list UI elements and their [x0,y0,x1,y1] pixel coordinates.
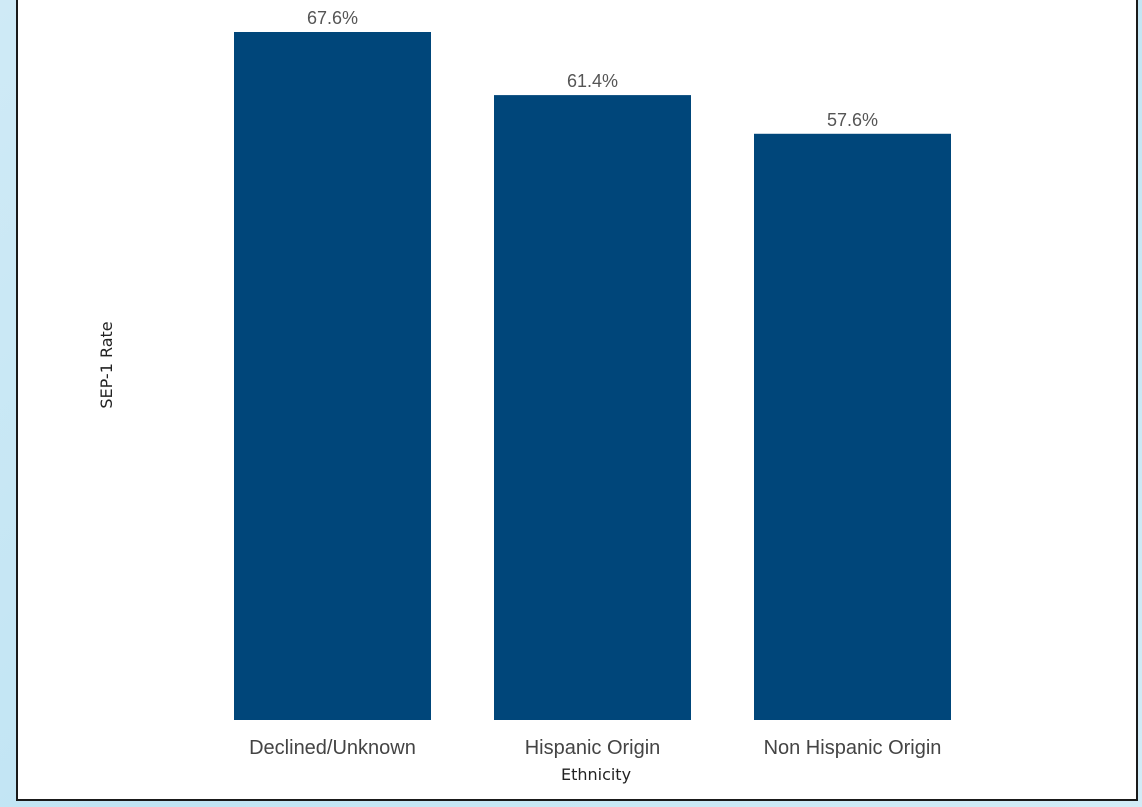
data-label-2: 57.6% [827,110,878,130]
bars-layer [234,32,951,721]
data-label-0: 67.6% [307,8,358,28]
x-tick-labels-layer: Declined/Unknown Hispanic Origin Non Hispa… [249,737,941,759]
bar-2 [754,133,951,720]
y-axis-title: SEP-1 Rate [97,321,116,408]
data-label-1: 61.4% [567,71,618,91]
x-tick-label-0: Declined/Unknown [249,737,416,759]
x-tick-label-1: Hispanic Origin [525,737,661,759]
bar-1 [494,95,691,721]
x-axis-title: Ethnicity [561,765,631,784]
data-labels-layer: 67.6% 61.4% 57.6% [307,8,878,130]
x-tick-label-2: Non Hispanic Origin [764,737,942,759]
bar-0 [234,32,431,720]
